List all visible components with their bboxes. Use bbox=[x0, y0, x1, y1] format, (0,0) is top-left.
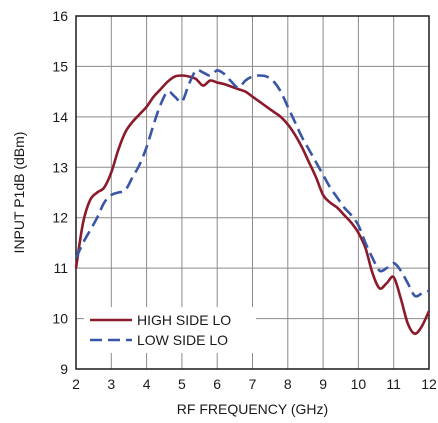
legend: HIGH SIDE LO LOW SIDE LO bbox=[84, 307, 256, 353]
x-tick-label: 4 bbox=[143, 376, 151, 392]
x-tick-label: 7 bbox=[249, 376, 257, 392]
y-tick-label: 11 bbox=[53, 260, 68, 276]
y-tick-label: 14 bbox=[52, 109, 68, 125]
plot-frame bbox=[75, 15, 430, 370]
y-tick-label: 10 bbox=[52, 311, 68, 327]
x-axis-title: RF FREQUENCY (GHz) bbox=[177, 401, 328, 417]
y-tick-label: 12 bbox=[52, 210, 68, 226]
y-tick-label: 9 bbox=[60, 361, 68, 377]
legend-box bbox=[84, 307, 256, 353]
x-tick-label: 2 bbox=[72, 376, 80, 392]
x-tick-label: 11 bbox=[386, 376, 401, 392]
x-tick-label: 6 bbox=[213, 376, 221, 392]
y-tick-labels: 9 10 11 12 13 14 15 16 bbox=[52, 8, 68, 377]
x-tick-labels: 2 3 4 5 6 7 8 9 10 11 12 bbox=[72, 376, 437, 392]
series-line-high-side-lo bbox=[74, 74, 431, 335]
x-tick-label: 9 bbox=[319, 376, 327, 392]
x-tick-label: 10 bbox=[351, 376, 367, 392]
x-tick-label: 3 bbox=[107, 376, 115, 392]
y-tick-label: 16 bbox=[52, 8, 68, 24]
y-tick-label: 15 bbox=[52, 58, 68, 74]
y-axis-title: INPUT P1dB (dBm) bbox=[11, 132, 27, 254]
series-layer bbox=[74, 68, 431, 335]
series-line-low-side-lo bbox=[74, 68, 430, 298]
x-tick-label: 12 bbox=[421, 376, 437, 392]
x-tick-label: 5 bbox=[178, 376, 186, 392]
grid bbox=[76, 16, 429, 369]
y-tick-label: 13 bbox=[52, 159, 68, 175]
x-tick-label: 8 bbox=[284, 376, 292, 392]
legend-label-low-side-lo: LOW SIDE LO bbox=[137, 332, 228, 348]
legend-label-high-side-lo: HIGH SIDE LO bbox=[137, 312, 231, 328]
